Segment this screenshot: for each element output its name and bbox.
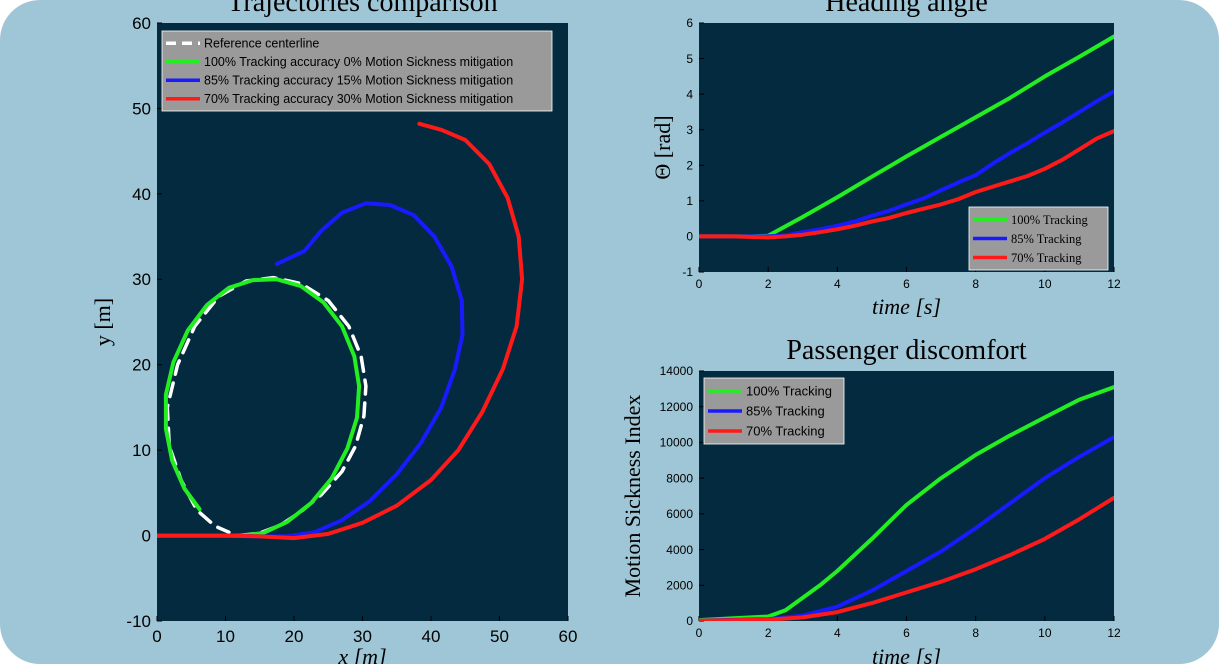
y-tick-label: -10: [126, 612, 151, 631]
x-tick-label: 2: [765, 626, 772, 640]
legend-label-0: 100% Tracking: [1011, 213, 1088, 227]
y-tick-label: 50: [132, 99, 151, 118]
y-tick-label: 0: [686, 230, 693, 244]
y-tick-label: 20: [132, 356, 151, 375]
y-tick-label: 6000: [666, 507, 693, 521]
series-line-0: [699, 385, 1114, 621]
legend-box: [161, 30, 553, 112]
series-group: [699, 385, 1114, 621]
y-tick-label: 60: [132, 14, 151, 33]
y-tick-label: 10000: [660, 436, 694, 450]
legend-label-1: 85% Tracking: [1011, 232, 1082, 246]
x-tick-label: 0: [152, 627, 161, 646]
legend-label-0: Reference centerline: [204, 37, 319, 51]
x-tick-label: 20: [285, 627, 304, 646]
y-axis-label: y [m]: [90, 298, 115, 346]
legend-label-0: 100% Tracking: [746, 384, 832, 399]
x-tick-label: 4: [834, 626, 841, 640]
legend-label-1: 85% Tracking: [746, 404, 825, 419]
y-tick-label: 1: [686, 194, 693, 208]
x-tick-label: 8: [972, 277, 979, 291]
y-tick-label: 14000: [660, 364, 694, 378]
series-line-1: [157, 277, 362, 538]
legend-label-2: 70% Tracking: [1011, 251, 1082, 265]
x-axis-label: time [s]: [872, 644, 941, 664]
y-tick-label: 2: [686, 158, 693, 172]
x-tick-label: 10: [1038, 626, 1052, 640]
x-tick-label: 10: [216, 627, 235, 646]
series-group: [699, 34, 1114, 240]
legend-label-2: 85% Tracking accuracy 15% Motion Sicknes…: [204, 74, 513, 88]
series-line-2: [157, 201, 465, 539]
x-tick-label: 10: [1038, 277, 1052, 291]
x-tick-label: 4: [834, 277, 841, 291]
y-tick-label: 2000: [666, 578, 693, 592]
series-line-3: [157, 121, 525, 541]
y-tick-label: -1: [682, 265, 693, 279]
y-tick-label: 8000: [666, 471, 693, 485]
y-tick-label: 10: [132, 441, 151, 460]
x-tick-label: 12: [1107, 277, 1121, 291]
plot-area: [157, 23, 568, 621]
x-tick-label: 2: [765, 277, 772, 291]
y-tick-label: 30: [132, 270, 151, 289]
x-tick-label: 40: [422, 627, 441, 646]
x-tick-label: 6: [903, 277, 910, 291]
x-tick-label: 6: [903, 626, 910, 640]
y-tick-label: 0: [142, 527, 151, 546]
x-axis-label: x [m]: [337, 644, 386, 664]
y-axis-label: Θ [rad]: [650, 115, 675, 179]
y-tick-label: 0: [686, 614, 693, 628]
chart-title: Trajectories comparison: [227, 0, 497, 18]
x-tick-label: 50: [490, 627, 509, 646]
y-tick-label: 3: [686, 123, 693, 137]
y-tick-label: 5: [686, 52, 693, 66]
series-group: [157, 121, 525, 541]
x-tick-label: 8: [972, 626, 979, 640]
chart-title: Heading angle: [825, 0, 988, 18]
x-tick-label: 30: [353, 627, 372, 646]
x-tick-label: 0: [696, 626, 703, 640]
y-tick-label: 12000: [660, 400, 694, 414]
y-tick-label: 40: [132, 185, 151, 204]
series-line-2: [699, 495, 1114, 621]
y-tick-label: 6: [686, 16, 693, 30]
x-tick-label: 60: [559, 627, 578, 646]
y-tick-label: 4: [686, 87, 693, 101]
x-tick-label: 0: [696, 277, 703, 291]
legend-label-1: 100% Tracking accuracy 0% Motion Sicknes…: [204, 55, 513, 69]
y-axis-label: Motion Sickness Index: [620, 395, 645, 598]
x-tick-label: 12: [1107, 626, 1121, 640]
y-tick-label: 4000: [666, 543, 693, 557]
series-line-2: [699, 129, 1114, 240]
legend-label-2: 70% Tracking: [746, 424, 825, 439]
chart-title: Passenger discomfort: [786, 335, 1027, 366]
legend-label-3: 70% Tracking accuracy 30% Motion Sicknes…: [204, 92, 513, 106]
x-axis-label: time [s]: [872, 294, 941, 319]
